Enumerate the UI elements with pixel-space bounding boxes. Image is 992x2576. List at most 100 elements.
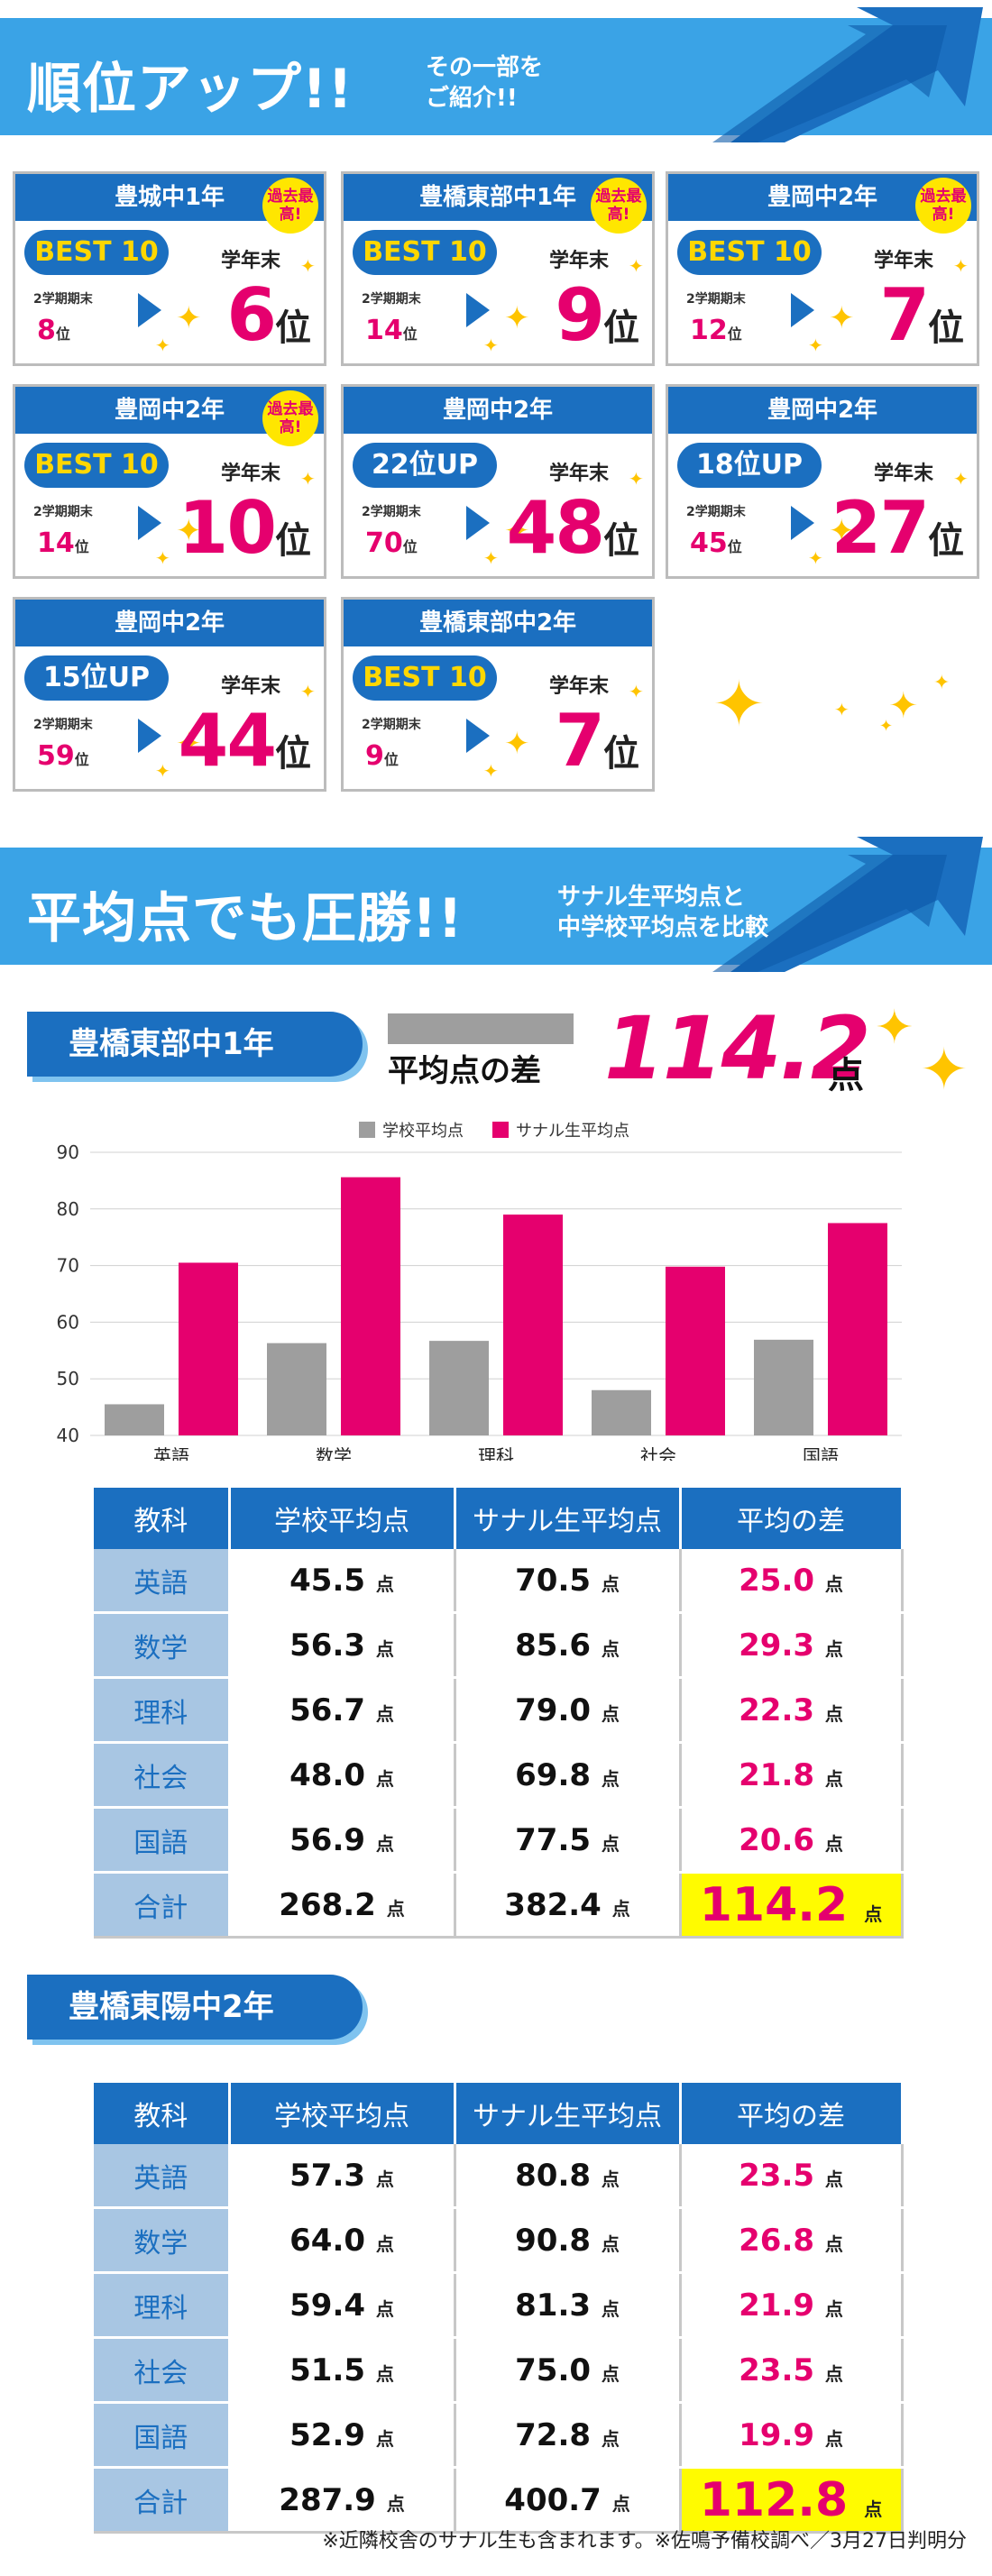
old-term-label: 2学期期末 bbox=[686, 292, 746, 307]
school-avg-value: 57.3 bbox=[289, 2157, 366, 2194]
unit: 点 bbox=[601, 1637, 620, 1660]
old-rank: 8位 bbox=[37, 315, 70, 346]
table-header: 学校平均点 bbox=[229, 1488, 456, 1549]
rank-card: 豊岡中2年 過去最高! BEST 10 2学期期末 14位 学年末 ✦ ✦ ✦ 10位 bbox=[13, 384, 326, 579]
sanaru-avg-value: 400.7 bbox=[504, 2481, 602, 2518]
arrow-icon bbox=[712, 7, 983, 142]
new-rank: 27位 bbox=[831, 488, 964, 582]
card-school: 豊岡中2年 bbox=[15, 600, 324, 646]
arrow-right-icon bbox=[138, 719, 161, 753]
school-avg-value: 45.5 bbox=[289, 1562, 366, 1599]
score-table-2: 教科 学校平均点 サナル生平均点 平均の差 英語 57.3 点 80.8 点 23.5 点数学… bbox=[94, 2083, 904, 2534]
old-term-label: 2学期期末 bbox=[33, 292, 93, 307]
diff-value: 21.8 bbox=[739, 1756, 815, 1793]
old-rank-unit: 位 bbox=[727, 325, 742, 343]
sanaru-avg-value: 79.0 bbox=[515, 1691, 592, 1728]
sanaru-avg-value: 80.8 bbox=[515, 2157, 592, 2194]
sparkle-icon: ✦ bbox=[888, 685, 919, 727]
average-subtitle-1: サナル生平均点と bbox=[557, 884, 746, 911]
bar-school bbox=[592, 1389, 651, 1435]
old-rank: 14位 bbox=[365, 315, 418, 346]
legend-swatch bbox=[492, 1122, 509, 1138]
sanaru-avg-value: 382.4 bbox=[504, 1886, 602, 1923]
unit: 点 bbox=[611, 2492, 630, 2515]
new-rank-unit: 位 bbox=[275, 520, 311, 562]
unit: 点 bbox=[375, 1572, 394, 1595]
sanaru-avg-value: 69.8 bbox=[515, 1756, 592, 1793]
sanaru-avg-value: 70.5 bbox=[515, 1562, 592, 1599]
old-rank: 14位 bbox=[37, 527, 89, 559]
sanaru-avg-value: 81.3 bbox=[515, 2287, 592, 2324]
table-row: 社会 48.0 点 69.8 点 21.8 点 bbox=[94, 1742, 904, 1809]
sparkle-icon: ✦ bbox=[504, 300, 530, 336]
sanaru-avg-value: 77.5 bbox=[515, 1821, 592, 1858]
new-rank-unit: 位 bbox=[603, 520, 639, 562]
sparkle-icon: ✦ bbox=[483, 547, 499, 569]
old-rank: 45位 bbox=[690, 527, 742, 559]
sparkle-icon: ✦ bbox=[920, 1037, 969, 1104]
subject-cell: 理科 bbox=[94, 1677, 231, 1744]
sparkle-icon: ✦ bbox=[155, 335, 170, 356]
unit: 点 bbox=[375, 2362, 394, 2385]
new-rank-value: 9 bbox=[555, 273, 605, 357]
subject-cell: 国語 bbox=[94, 1807, 231, 1874]
arrow-right-icon bbox=[791, 293, 814, 327]
diff-cell: 21.8 点 bbox=[680, 1742, 904, 1809]
x-tick-label: 社会 bbox=[640, 1445, 676, 1461]
table-header: 教科 bbox=[94, 1488, 231, 1549]
table-header: 平均の差 bbox=[680, 2083, 904, 2144]
new-term-label: 学年末 bbox=[221, 675, 281, 698]
legend-label: 学校平均点 bbox=[382, 1122, 464, 1141]
new-rank-unit: 位 bbox=[275, 307, 311, 349]
diff-cell: 21.9 点 bbox=[680, 2272, 904, 2339]
sparkle-icon: ✦ bbox=[155, 760, 170, 782]
old-term-label: 2学期期末 bbox=[362, 292, 421, 307]
average-title: 平均点でも圧勝!! bbox=[27, 887, 464, 950]
rank-card: 豊岡中2年 15位UP 2学期期末 59位 学年末 ✦ ✦ ✦ 44位 bbox=[13, 597, 326, 792]
table-row: 英語 45.5 点 70.5 点 25.0 点 bbox=[94, 1549, 904, 1614]
sanaru-avg-cell: 77.5 点 bbox=[455, 1807, 682, 1874]
new-rank: 48位 bbox=[507, 488, 639, 582]
old-term-label: 2学期期末 bbox=[362, 718, 421, 732]
diff-value: 29.3 bbox=[739, 1627, 815, 1664]
y-tick-label: 40 bbox=[57, 1425, 79, 1446]
rank-card: 豊橋東部中1年 過去最高! BEST 10 2学期期末 14位 学年末 ✦ ✦ ✦ 9位 bbox=[341, 171, 655, 366]
sanaru-avg-value: 90.8 bbox=[515, 2222, 592, 2259]
card-badge: BEST 10 bbox=[353, 655, 497, 701]
table-row: 理科 59.4 点 81.3 点 21.9 点 bbox=[94, 2272, 904, 2339]
old-rank-value: 70 bbox=[365, 527, 403, 559]
new-rank: 10位 bbox=[179, 488, 311, 582]
card-badge: BEST 10 bbox=[677, 230, 822, 275]
school-avg-cell: 64.0 点 bbox=[229, 2207, 456, 2274]
old-rank-unit: 位 bbox=[74, 751, 89, 768]
card-badge: BEST 10 bbox=[24, 230, 169, 275]
old-rank-value: 59 bbox=[37, 740, 75, 772]
new-term-label: 学年末 bbox=[549, 250, 610, 272]
section2-school-tag: 豊橋東陽中2年 bbox=[27, 1975, 363, 2040]
new-rank-value: 6 bbox=[226, 273, 277, 357]
x-tick-label: 国語 bbox=[803, 1445, 839, 1461]
sanaru-avg-cell: 382.4 点 bbox=[455, 1872, 682, 1939]
sparkle-icon: ✦ bbox=[629, 468, 644, 490]
unit: 点 bbox=[375, 2297, 394, 2320]
arrow-right-icon bbox=[791, 506, 814, 540]
new-rank-value: 44 bbox=[178, 699, 277, 783]
bar-sanaru bbox=[179, 1262, 238, 1435]
diff-cell: 25.0 点 bbox=[680, 1549, 904, 1614]
unit: 点 bbox=[824, 2362, 843, 2385]
unit: 点 bbox=[824, 1702, 843, 1725]
sparkle-icon: ✦ bbox=[300, 255, 316, 277]
diff-cell: 23.5 点 bbox=[680, 2337, 904, 2404]
table-header: 教科 bbox=[94, 2083, 231, 2144]
new-rank-unit: 位 bbox=[603, 733, 639, 775]
sanaru-avg-value: 72.8 bbox=[515, 2416, 592, 2453]
subject-cell: 数学 bbox=[94, 1612, 231, 1679]
x-tick-label: 数学 bbox=[316, 1445, 352, 1461]
sparkle-icon: ✦ bbox=[483, 760, 499, 782]
table-row: 合計 287.9 点 400.7 点 112.8 点 bbox=[94, 2467, 904, 2534]
sanaru-avg-cell: 75.0 点 bbox=[455, 2337, 682, 2404]
diff-value: 112.8 bbox=[699, 2472, 849, 2527]
table-header: サナル生平均点 bbox=[455, 2083, 682, 2144]
old-rank-unit: 位 bbox=[727, 538, 742, 555]
